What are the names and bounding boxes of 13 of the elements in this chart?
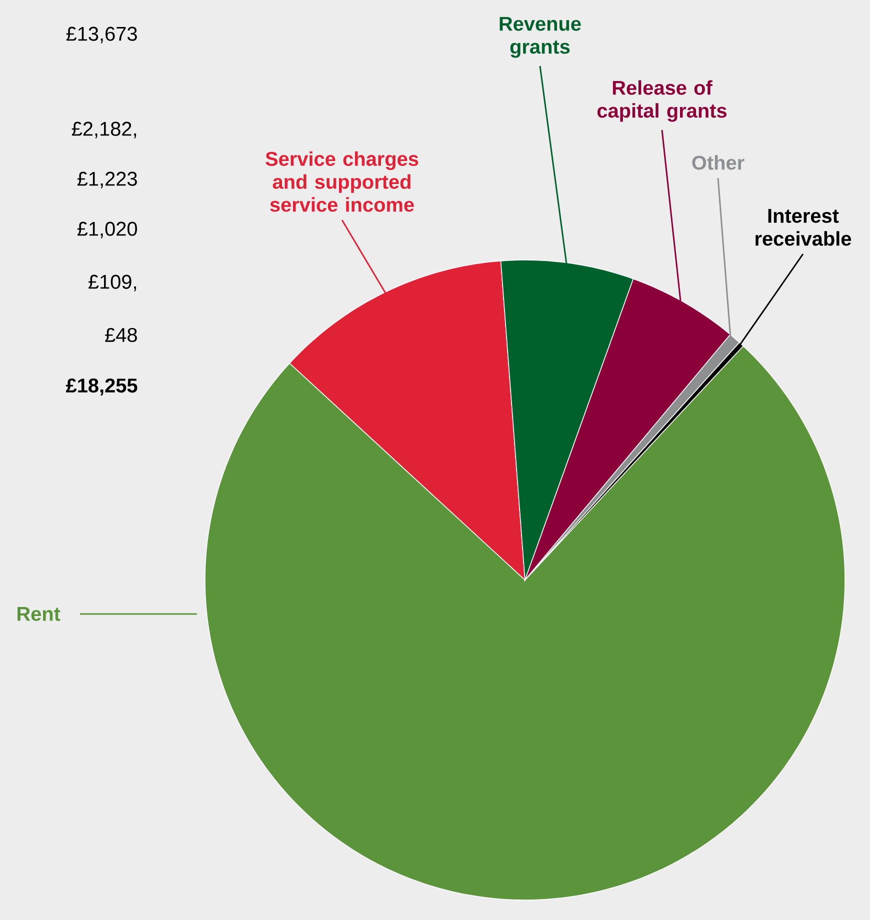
text: £48 [105, 328, 137, 342]
text: £13,673 [66, 26, 137, 44]
slice-label: Service charges and supported service income [266, 151, 418, 212]
text: £109, [88, 274, 136, 292]
text: £1,223 [77, 172, 137, 188]
slice-label: Other [692, 155, 744, 170]
text: £2,182, [72, 122, 136, 138]
text: £1,020 [77, 222, 138, 238]
slice-label: Release of capital grants [597, 80, 727, 122]
slice-label: Rent [18, 607, 60, 621]
slice-label: Revenue grants [500, 16, 581, 58]
text: £18,255 [66, 378, 138, 396]
slice-label: Interest receivable [756, 208, 852, 246]
